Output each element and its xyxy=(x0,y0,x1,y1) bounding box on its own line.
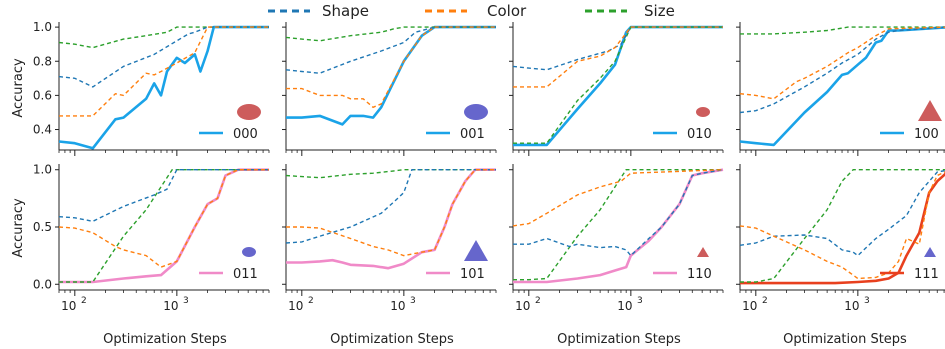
x-tick-exponent: 2 xyxy=(535,296,541,306)
y-tick-label: 0.5 xyxy=(33,220,52,234)
series-line-shape xyxy=(513,169,724,257)
panel-111: 10 2 10 3 111 xyxy=(736,164,945,313)
series-line-shape xyxy=(739,169,945,257)
series-line-main xyxy=(286,168,496,270)
y-tick-label: 1.0 xyxy=(33,20,52,34)
xlabel-col-1: Optimization Steps xyxy=(330,332,454,347)
shape-icon xyxy=(464,240,488,261)
panel-code-label: 110 xyxy=(687,267,712,282)
panel-code-label: 101 xyxy=(460,267,485,282)
x-tick-label: 10 xyxy=(163,299,178,313)
series-line-shape xyxy=(285,169,496,244)
panel-code-label: 010 xyxy=(687,127,712,142)
series-line-size xyxy=(740,26,945,35)
series-line-main xyxy=(58,25,269,150)
x-tick-label: 10 xyxy=(390,299,405,313)
panel-011: 0.0 0.5 1.0 10 2 10 3 011 xyxy=(33,163,270,313)
series-line-size xyxy=(513,169,723,281)
ylabel-top: Accuracy xyxy=(11,58,26,118)
panel-010: 010 xyxy=(509,22,724,156)
panel-110: 10 2 10 3 110 xyxy=(509,164,724,313)
legend-shape-label: Shape xyxy=(322,2,369,20)
series-line-color xyxy=(513,26,723,88)
panel-code-label: 011 xyxy=(233,267,258,282)
series-line-shape xyxy=(58,26,269,88)
series-line-main xyxy=(59,168,269,284)
x-tick-exponent: 3 xyxy=(410,296,416,306)
shape-icon xyxy=(464,104,488,120)
shape-icon xyxy=(697,247,709,257)
x-tick-exponent: 2 xyxy=(81,296,87,306)
series-line-color xyxy=(512,169,724,227)
series-line-size xyxy=(285,26,496,42)
panel-001: 001 xyxy=(282,22,497,156)
x-tick-label: 10 xyxy=(61,299,76,313)
x-tick-exponent: 3 xyxy=(637,296,643,306)
xlabel-col-0: Optimization Steps xyxy=(103,332,227,347)
x-tick-exponent: 2 xyxy=(762,296,768,306)
legend-color-label: Color xyxy=(487,2,527,20)
panel-code-label: 100 xyxy=(914,127,939,142)
ylabel-bottom: Accuracy xyxy=(11,198,26,258)
series-line-shape xyxy=(285,26,496,74)
xlabel-col-2: Optimization Steps xyxy=(557,332,681,347)
series-line-shape xyxy=(58,169,269,223)
y-tick-label: 0.6 xyxy=(33,88,52,102)
series-line-color xyxy=(58,169,269,268)
panel-000: 0.4 0.6 0.8 1.0 000 xyxy=(33,20,270,156)
y-tick-label: 0.0 xyxy=(33,277,52,291)
legend-size-label: Size xyxy=(644,2,675,20)
x-tick-exponent: 3 xyxy=(183,296,189,306)
panel-101: 10 2 10 3 101 xyxy=(282,164,497,313)
series-line-size xyxy=(285,169,496,179)
shape-icon xyxy=(918,100,942,121)
xlabel-col-3: Optimization Steps xyxy=(783,332,907,347)
panel-code-label: 111 xyxy=(914,267,939,282)
series-line-color xyxy=(739,26,945,100)
series-line-size xyxy=(59,169,269,283)
legend: Shape Color Size xyxy=(268,2,675,20)
series-line-size xyxy=(740,169,945,283)
series-line-main xyxy=(513,168,724,284)
x-tick-exponent: 3 xyxy=(864,296,870,306)
series-line-size xyxy=(58,26,269,49)
panel-code-label: 001 xyxy=(460,127,485,142)
series-line-color xyxy=(739,171,945,280)
panel-100: 100 xyxy=(736,22,945,156)
y-tick-label: 1.0 xyxy=(33,163,52,177)
x-tick-label: 10 xyxy=(617,299,632,313)
panel-code-label: 000 xyxy=(233,127,258,142)
series-line-color xyxy=(59,26,269,117)
x-tick-exponent: 2 xyxy=(308,296,314,306)
x-tick-label: 10 xyxy=(844,299,859,313)
shape-icon xyxy=(924,247,936,257)
series-line-shape xyxy=(512,26,723,71)
series-line-color xyxy=(286,169,496,257)
series-line-size xyxy=(513,26,723,144)
series-line-shape xyxy=(739,26,945,114)
y-tick-label: 0.8 xyxy=(33,54,52,68)
y-tick-label: 0.4 xyxy=(33,123,52,137)
shape-icon xyxy=(242,247,256,257)
series-line-color xyxy=(286,26,496,109)
x-tick-label: 10 xyxy=(288,299,303,313)
x-tick-label: 10 xyxy=(742,299,757,313)
shape-icon xyxy=(237,104,261,120)
x-tick-label: 10 xyxy=(515,299,530,313)
shape-icon xyxy=(696,107,710,117)
